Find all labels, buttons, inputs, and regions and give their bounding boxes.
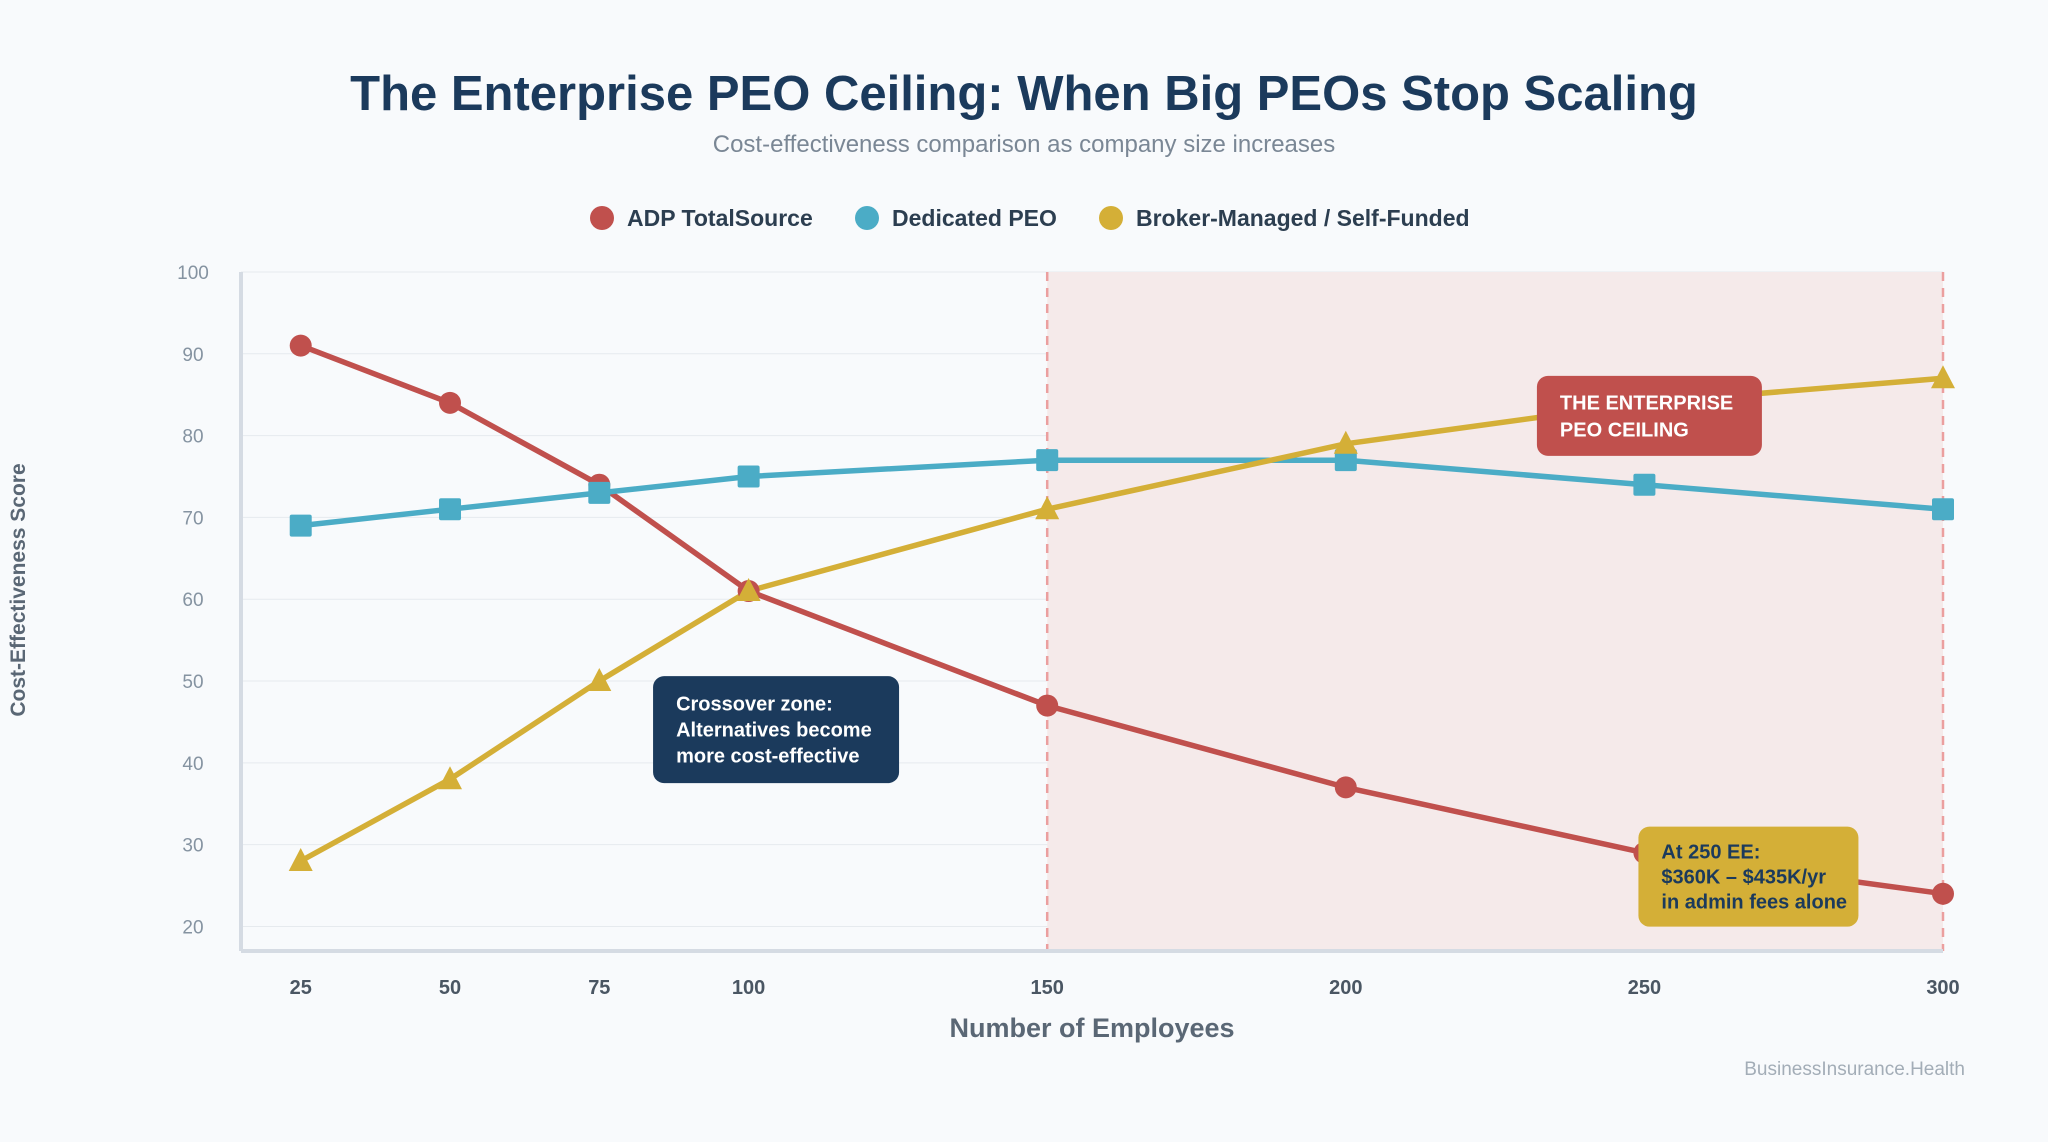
data-point-dedicated-peo-50 [439, 498, 462, 521]
data-point-adp-totalsource-300 [1932, 882, 1954, 905]
data-point-dedicated-peo-200 [1334, 449, 1357, 472]
annotation-crossover-line-3: more cost-effective [676, 746, 859, 768]
data-point-adp-totalsource-25 [289, 334, 312, 357]
y-axis-label: Cost-Effectiveness Score [7, 463, 30, 716]
data-point-broker-managed-self-funded-100 [736, 578, 761, 601]
annotations-layer: Crossover zone: Alternatives become more c… [653, 375, 1859, 927]
legend-label-broker: Broker-Managed / Self-Funded [1136, 205, 1470, 231]
annotation-ceiling-line-1: THE ENTERPRISE [1560, 392, 1733, 414]
annotation-fees-line-3: in admin fees alone [1661, 892, 1847, 914]
legend-marker-dedicated-peo [855, 206, 879, 230]
annotation-crossover-line-1: Crossover zone: [676, 694, 833, 716]
x-tick-label-300: 300 [1926, 977, 1959, 999]
y-tick-label-20: 20 [182, 917, 203, 938]
data-point-dedicated-peo-150 [1036, 449, 1059, 472]
data-point-dedicated-peo-100 [737, 465, 760, 488]
series-line-dedicated-peo [297, 457, 1946, 529]
data-point-broker-managed-self-funded-150 [1035, 496, 1060, 520]
x-tick-label-250: 250 [1628, 977, 1661, 999]
y-tick-label-50: 50 [182, 672, 203, 693]
y-tick-label-30: 30 [182, 836, 203, 857]
x-tick-label-200: 200 [1329, 977, 1362, 999]
chart-subtitle: Cost-effectiveness comparison as company… [713, 131, 1336, 158]
x-tick-label-150: 150 [1031, 977, 1064, 999]
data-point-broker-managed-self-funded-75 [587, 668, 612, 691]
annotation-ceiling-line-2: PEO CEILING [1560, 419, 1689, 441]
x-axis-label: Number of Employees [949, 1013, 1234, 1043]
data-point-dedicated-peo-300 [1932, 498, 1954, 521]
annotation-box-ceiling [1536, 375, 1762, 456]
annotation-box-crossover [653, 676, 900, 784]
data-point-adp-totalsource-50 [439, 391, 462, 414]
legend-marker-adp [590, 206, 614, 230]
y-tick-label-60: 60 [182, 590, 203, 611]
y-tick-label-90: 90 [182, 345, 203, 366]
data-point-dedicated-peo-75 [588, 481, 611, 504]
legend-label-adp: ADP TotalSource [627, 205, 813, 231]
data-point-dedicated-peo-25 [289, 514, 312, 537]
annotation-fees-line-1: At 250 EE: [1661, 842, 1760, 864]
chart-legend: ADP TotalSource Dedicated PEO Broker-Man… [590, 205, 1470, 231]
source-credit: BusinessInsurance.Health [1744, 1059, 1965, 1080]
chart-title: The Enterprise PEO Ceiling: When Big PEO… [350, 67, 1698, 121]
annotation-ceiling: THE ENTERPRISE PEO CEILING [1536, 375, 1762, 456]
legend-label-dedicated-peo: Dedicated PEO [892, 205, 1057, 231]
x-tick-label-75: 75 [588, 977, 610, 999]
y-tick-label-70: 70 [182, 508, 203, 529]
data-point-broker-managed-self-funded-50 [438, 766, 462, 790]
data-point-adp-totalsource-150 [1036, 694, 1059, 717]
legend-marker-broker [1099, 206, 1123, 230]
y-tick-label-100: 100 [177, 263, 209, 284]
series-line-adp-totalsource [297, 342, 1946, 897]
x-tick-label-50: 50 [439, 977, 461, 999]
annotation-fees: At 250 EE: $360K – $435K/yr in admin fees … [1638, 826, 1859, 927]
axes-layer: 20 30 40 50 60 70 80 90 100 25 50 75 100 150 200 250 300 [177, 263, 1960, 999]
x-tick-label-25: 25 [290, 977, 312, 999]
data-point-broker-managed-self-funded-300 [1931, 365, 1955, 389]
data-point-broker-managed-self-funded-200 [1333, 430, 1358, 454]
annotation-crossover: Crossover zone: Alternatives become more c… [653, 676, 900, 784]
y-tick-label-40: 40 [182, 754, 203, 775]
y-tick-label-80: 80 [182, 427, 203, 448]
annotation-fees-line-2: $360K – $435K/yr [1661, 867, 1826, 889]
annotation-crossover-line-2: Alternatives become [676, 720, 872, 742]
x-tick-label-100: 100 [732, 977, 765, 999]
data-point-adp-totalsource-200 [1334, 776, 1357, 799]
data-point-broker-managed-self-funded-25 [288, 848, 313, 871]
data-point-dedicated-peo-250 [1633, 473, 1656, 496]
annotation-box-fees [1638, 826, 1859, 927]
